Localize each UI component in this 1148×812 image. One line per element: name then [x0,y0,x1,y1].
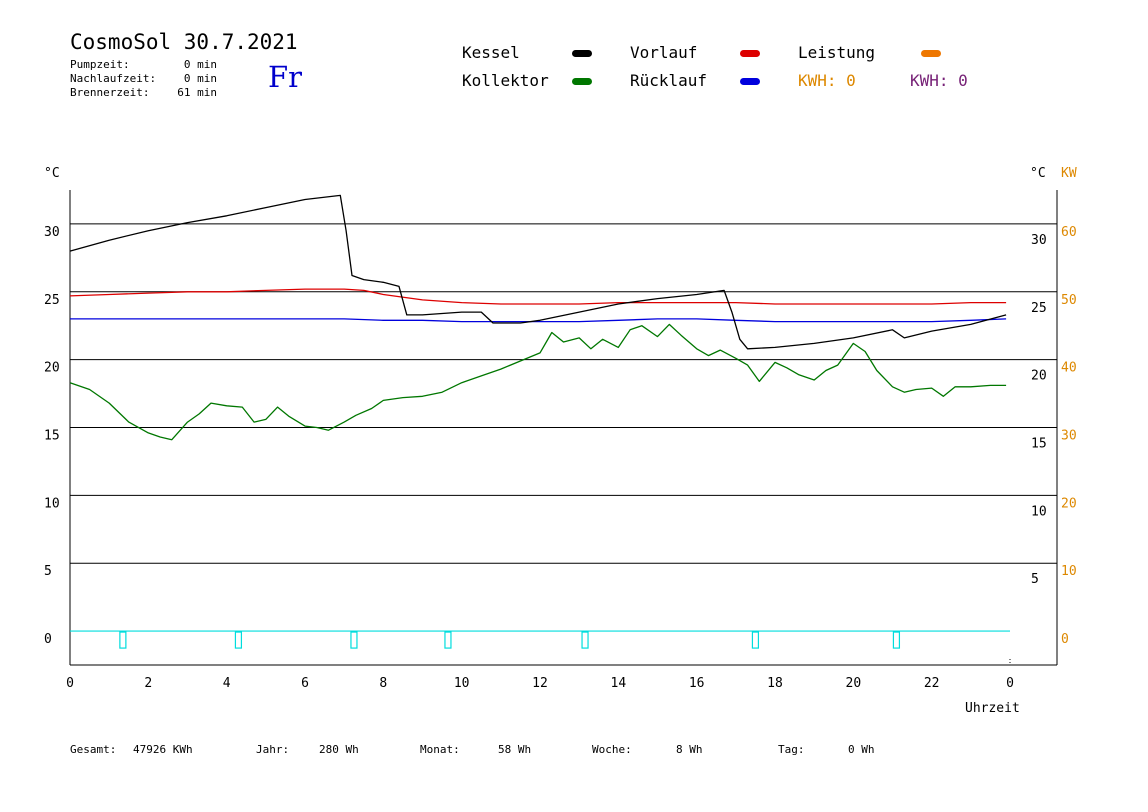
y-tick-left-25: 25 [44,293,60,308]
x-tick-8: 16 [689,676,705,691]
stat-pumpzeit-value: 0 min [183,58,217,71]
x-tick-11: 22 [924,676,940,691]
y-tick-right-c-15: 15 [1031,437,1047,452]
y-axis-right-unit-kw: KW [1061,166,1077,181]
y-tick-right-kw-0: 0 [1061,632,1069,647]
legend-label-kollektor: Kollektor [462,71,549,90]
legend-label-kessel: Kessel [462,43,520,62]
y-tick-left-0: 0 [44,632,52,647]
series-line-kessel [69,194,1007,350]
footer-tag-value: 0 Wh [848,743,875,756]
legend-swatch-kollektor [572,78,592,85]
pump-marker-0 [119,631,127,649]
series-line-vorlauf [69,288,1007,305]
y-tick-right-kw-10: 10 [1061,564,1077,579]
stat-nachlaufzeit-value: 0 min [183,72,217,85]
pump-marker-2 [350,631,358,649]
kwh-orange-label: KWH: 0 [798,71,856,90]
y-axis-right-unit-c: °C [1030,166,1046,181]
x-tick-7: 14 [611,676,627,691]
x-tick-12: 0 [1006,676,1014,691]
stat-pumpzeit-label: Pumpzeit: [70,58,130,71]
footer-monat-value: 58 Wh [498,743,532,756]
legend-label-leistung: Leistung [798,43,876,62]
y-tick-left-15: 15 [44,429,60,444]
footer-monat-label: Monat: [420,743,460,756]
kwh-purple-label: KWH: 0 [910,71,968,90]
weekday-label: Fr [268,60,302,94]
footer-jahr-value: 280 Wh [319,743,359,756]
y-tick-right-c-20: 20 [1031,369,1047,384]
legend-swatch-vorlauf [740,50,760,57]
footer-gesamt-value: 47926 KWh [133,743,193,756]
pump-marker-3 [444,631,452,649]
x-tick-4: 8 [379,676,387,691]
y-tick-right-c-30: 30 [1031,233,1047,248]
pump-marker-5 [751,631,760,649]
legend-label-vorlauf: Vorlauf [630,43,698,62]
series-line-ruecklauf [70,318,1007,323]
y-tick-right-kw-40: 40 [1061,361,1077,376]
legend-swatch-leistung [921,50,941,57]
footer-tag-label: Tag: [778,743,805,756]
x-axis-label: Uhrzeit [965,701,1020,716]
x-tick-5: 10 [454,676,470,691]
stat-brennerzeit-value: 61 min [177,86,217,99]
footer-jahr-label: Jahr: [256,743,290,756]
x-tick-6: 12 [532,676,548,691]
pump-marker-6 [892,631,901,649]
y-axis-left-unit: °C [44,166,60,181]
x-tick-9: 18 [767,676,783,691]
page-title: CosmoSol 30.7.2021 [70,30,298,54]
y-tick-left-20: 20 [44,361,60,376]
x-tick-1: 2 [144,676,152,691]
pump-marker-1 [234,631,243,649]
y-tick-left-30: 30 [44,225,60,240]
x-tick-10: 20 [846,676,862,691]
footer-woche-value: 8 Wh [676,743,703,756]
legend-label-ruecklauf: Rücklauf [630,71,708,90]
footer-gesamt-label: Gesamt: [70,743,117,756]
x-tick-0: 0 [66,676,74,691]
y-tick-right-kw-20: 20 [1061,496,1077,511]
y-tick-right-c-10: 10 [1031,504,1047,519]
x-tick-3: 6 [301,676,309,691]
legend-swatch-ruecklauf [740,78,760,85]
footer-woche-label: Woche: [592,743,632,756]
y-tick-left-10: 10 [44,496,60,511]
y-tick-left-5: 5 [44,564,52,579]
y-tick-right-kw-60: 60 [1061,225,1077,240]
y-tick-right-c-5: 5 [1031,572,1039,587]
x-tick-2: 4 [223,676,231,691]
y-tick-right-c-25: 25 [1031,301,1047,316]
pump-marker-4 [581,631,589,649]
stat-brennerzeit-label: Brennerzeit: [70,86,150,99]
y-tick-right-kw-30: 30 [1061,429,1077,444]
legend-swatch-kessel [572,50,592,57]
stat-nachlaufzeit-label: Nachlaufzeit: [70,72,157,85]
series-line-kollektor [69,323,1007,441]
y-tick-right-kw-50: 50 [1061,293,1077,308]
